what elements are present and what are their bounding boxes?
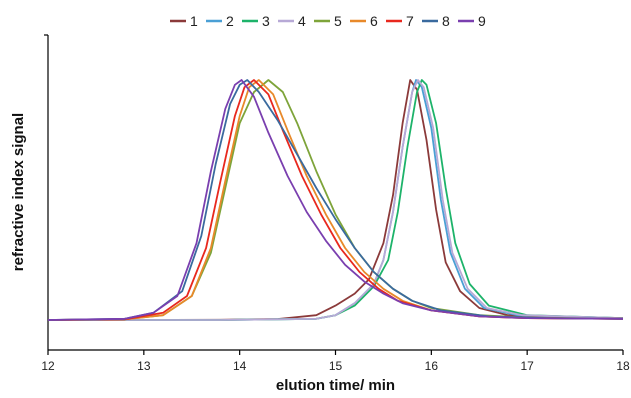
x-tick-label: 15 [329, 359, 343, 373]
series-line-4 [48, 79, 624, 321]
legend: 1 2 3 4 5 6 7 8 9 [170, 13, 486, 29]
x-tick-label: 17 [520, 359, 534, 373]
legend-label-1: 1 [190, 13, 198, 29]
x-tick-label: 13 [137, 359, 151, 373]
x-axis-title: elution time/ min [276, 377, 395, 394]
x-tick-label: 16 [425, 359, 439, 373]
x-tick-label: 12 [41, 359, 55, 373]
legend-label-5: 5 [334, 13, 342, 29]
series-line-9 [47, 79, 624, 321]
legend-label-8: 8 [442, 13, 450, 29]
legend-label-6: 6 [370, 13, 378, 29]
y-axis-title: refractive index signal [10, 113, 27, 271]
series-lines [47, 79, 624, 321]
legend-label-3: 3 [262, 13, 270, 29]
legend-label-9: 9 [478, 13, 486, 29]
legend-label-7: 7 [406, 13, 414, 29]
x-ticks: 12 13 14 15 16 17 18 [41, 350, 630, 373]
legend-label-4: 4 [298, 13, 306, 29]
series-line-2 [48, 79, 624, 321]
series-line-6 [47, 79, 624, 321]
x-tick-label: 14 [233, 359, 247, 373]
x-tick-label: 18 [616, 359, 630, 373]
legend-label-2: 2 [226, 13, 234, 29]
series-line-8 [47, 79, 624, 321]
series-line-5 [47, 79, 624, 321]
series-line-7 [47, 79, 624, 321]
plot-area: 12 13 14 15 16 17 18 [41, 34, 630, 373]
series-line-1 [48, 79, 624, 321]
series-line-3 [48, 79, 624, 321]
